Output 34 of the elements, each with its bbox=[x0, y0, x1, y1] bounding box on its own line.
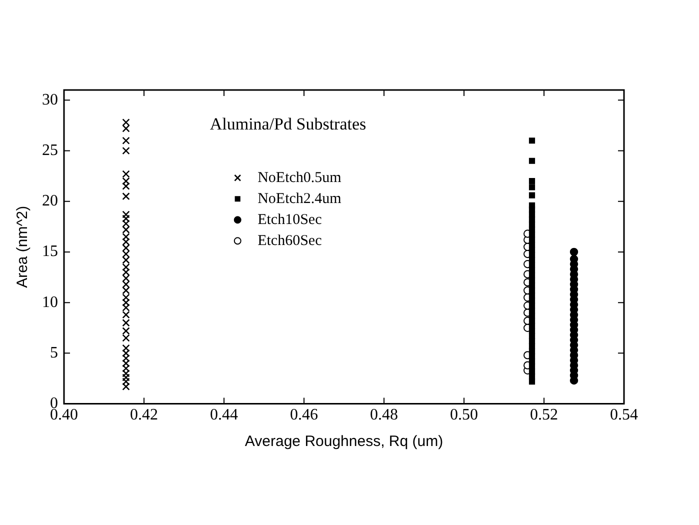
x-tick-label: 0.50 bbox=[450, 406, 478, 424]
legend-label: Etch10Sec bbox=[258, 212, 322, 228]
y-tick-label: 10 bbox=[42, 294, 58, 311]
point bbox=[528, 272, 536, 278]
y-tick-label: 15 bbox=[42, 243, 58, 260]
y-tick-label: 30 bbox=[42, 91, 58, 108]
x-tick-label: 0.44 bbox=[210, 406, 238, 424]
y-tick-label: 25 bbox=[42, 142, 58, 159]
legend-label: Etch60Sec bbox=[258, 232, 322, 249]
legend-label: NoEtch0.5um bbox=[258, 170, 342, 186]
legend-label: NoEtch2.4um bbox=[258, 190, 342, 207]
y-tick-label: 20 bbox=[42, 192, 58, 210]
point bbox=[528, 202, 536, 208]
point bbox=[528, 312, 536, 319]
point bbox=[528, 232, 536, 238]
x-axis-title: Average Roughness, Rq (um) bbox=[244, 433, 444, 450]
x-tick-label: 0.42 bbox=[130, 406, 158, 424]
x-tick-label: 0.52 bbox=[530, 406, 558, 424]
text: Alumina/Pd Substrates bbox=[210, 114, 366, 134]
point bbox=[528, 184, 536, 190]
point bbox=[122, 192, 130, 200]
y-axis-title: Area (nm^2) bbox=[14, 206, 32, 288]
point bbox=[528, 192, 536, 198]
point bbox=[528, 158, 536, 164]
x-tick-label: 0.46 bbox=[290, 406, 318, 424]
y-tick-label: 5 bbox=[50, 344, 58, 362]
x-tick-label: 0.48 bbox=[370, 406, 398, 424]
point bbox=[528, 178, 536, 184]
point bbox=[122, 146, 130, 155]
x-tick-label: 0.54 bbox=[610, 406, 638, 424]
point bbox=[122, 136, 130, 144]
point bbox=[570, 248, 578, 256]
point bbox=[528, 353, 536, 360]
point bbox=[528, 138, 536, 144]
